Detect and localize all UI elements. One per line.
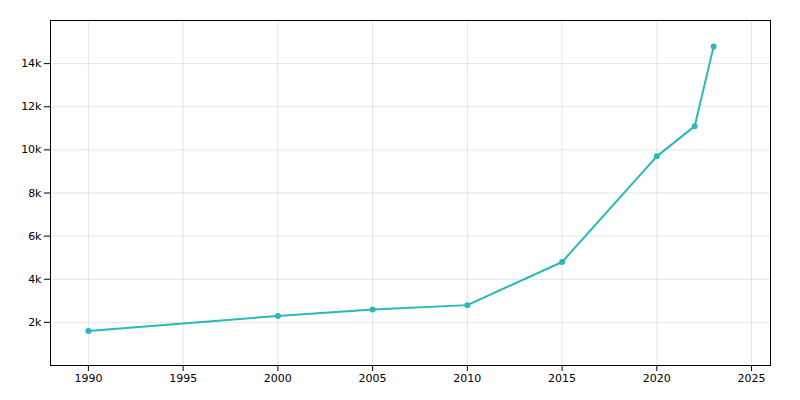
svg-text:2025: 2025 — [738, 372, 766, 385]
svg-text:1990: 1990 — [74, 372, 102, 385]
svg-text:4k: 4k — [28, 273, 42, 286]
svg-text:6k: 6k — [28, 230, 42, 243]
svg-text:2010: 2010 — [453, 372, 481, 385]
svg-text:8k: 8k — [28, 187, 42, 200]
svg-text:2020: 2020 — [643, 372, 671, 385]
svg-text:14k: 14k — [21, 57, 42, 70]
svg-text:2015: 2015 — [548, 372, 576, 385]
svg-text:2000: 2000 — [264, 372, 292, 385]
svg-text:10k: 10k — [21, 143, 42, 156]
svg-text:2k: 2k — [28, 316, 42, 329]
svg-text:1995: 1995 — [169, 372, 197, 385]
svg-text:12k: 12k — [21, 100, 42, 113]
svg-text:2005: 2005 — [359, 372, 387, 385]
